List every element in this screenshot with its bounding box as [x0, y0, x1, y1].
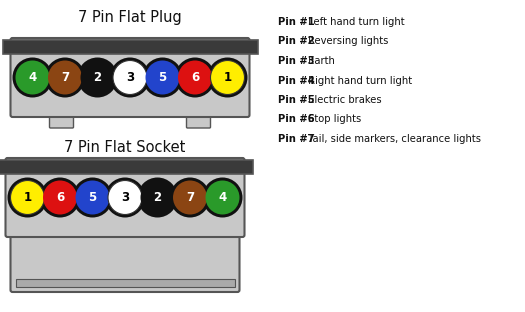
Circle shape	[170, 178, 210, 217]
Circle shape	[110, 57, 150, 97]
FancyBboxPatch shape	[10, 38, 249, 117]
Text: Earth: Earth	[305, 56, 335, 66]
Text: 7: 7	[61, 71, 69, 84]
FancyBboxPatch shape	[49, 111, 74, 128]
Text: Left hand turn light: Left hand turn light	[305, 17, 405, 27]
Text: 4: 4	[218, 191, 227, 204]
Text: 5: 5	[88, 191, 97, 204]
Text: Tail, side markers, clearance lights: Tail, side markers, clearance lights	[305, 134, 481, 144]
Text: 2: 2	[153, 191, 162, 204]
Bar	[3, 40, 257, 54]
Circle shape	[142, 57, 183, 97]
Bar	[16, 279, 235, 287]
Text: Pin #4: Pin #4	[278, 76, 315, 85]
Circle shape	[178, 61, 212, 95]
Circle shape	[175, 57, 215, 97]
Text: Pin #2: Pin #2	[278, 37, 314, 46]
Circle shape	[105, 178, 145, 217]
Circle shape	[205, 181, 239, 215]
FancyBboxPatch shape	[186, 111, 211, 128]
Text: Pin #1: Pin #1	[278, 17, 315, 27]
Circle shape	[72, 178, 112, 217]
Text: Pin #3: Pin #3	[278, 56, 314, 66]
Text: 3: 3	[121, 191, 129, 204]
Circle shape	[203, 178, 243, 217]
Circle shape	[10, 181, 45, 215]
Circle shape	[108, 181, 142, 215]
Circle shape	[80, 61, 114, 95]
FancyBboxPatch shape	[182, 231, 205, 248]
Text: 6: 6	[56, 191, 64, 204]
Text: Electric brakes: Electric brakes	[305, 95, 382, 105]
Circle shape	[13, 57, 53, 97]
Text: 2: 2	[93, 71, 101, 84]
Circle shape	[113, 61, 147, 95]
Circle shape	[138, 178, 177, 217]
Circle shape	[43, 181, 77, 215]
Circle shape	[16, 61, 49, 95]
Text: 4: 4	[28, 71, 37, 84]
Text: Stop lights: Stop lights	[305, 115, 361, 124]
Text: 7 Pin Flat Plug: 7 Pin Flat Plug	[78, 10, 182, 25]
Text: Pin #6: Pin #6	[278, 115, 314, 124]
FancyBboxPatch shape	[5, 158, 245, 237]
Bar	[0, 160, 253, 174]
Circle shape	[76, 181, 110, 215]
Circle shape	[7, 178, 47, 217]
FancyBboxPatch shape	[10, 229, 239, 292]
Circle shape	[141, 181, 174, 215]
Text: Pin #7: Pin #7	[278, 134, 314, 144]
Circle shape	[45, 57, 85, 97]
Text: 1: 1	[224, 71, 232, 84]
Circle shape	[48, 61, 82, 95]
Circle shape	[211, 61, 245, 95]
Text: 6: 6	[191, 71, 199, 84]
Text: 5: 5	[159, 71, 166, 84]
Text: 3: 3	[126, 71, 134, 84]
Circle shape	[145, 61, 180, 95]
Text: Reversing lights: Reversing lights	[305, 37, 388, 46]
Text: Pin #5: Pin #5	[278, 95, 314, 105]
Circle shape	[207, 57, 247, 97]
FancyBboxPatch shape	[45, 231, 68, 248]
Text: 7 Pin Flat Socket: 7 Pin Flat Socket	[64, 140, 186, 155]
Circle shape	[78, 57, 118, 97]
Text: Right hand turn light: Right hand turn light	[305, 76, 412, 85]
Circle shape	[40, 178, 80, 217]
Text: 7: 7	[186, 191, 194, 204]
Circle shape	[173, 181, 207, 215]
Text: 1: 1	[24, 191, 32, 204]
